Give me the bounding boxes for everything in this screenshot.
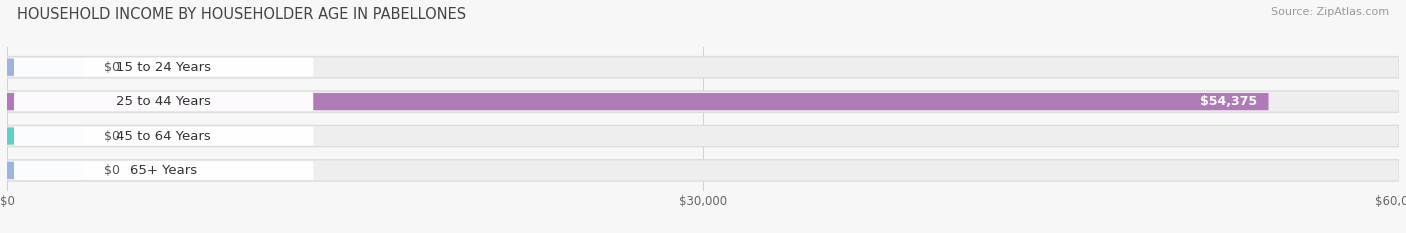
FancyBboxPatch shape	[7, 91, 1399, 112]
FancyBboxPatch shape	[14, 58, 314, 77]
Text: HOUSEHOLD INCOME BY HOUSEHOLDER AGE IN PABELLONES: HOUSEHOLD INCOME BY HOUSEHOLDER AGE IN P…	[17, 7, 465, 22]
Text: $54,375: $54,375	[1201, 95, 1257, 108]
FancyBboxPatch shape	[14, 92, 314, 111]
Text: $0: $0	[104, 130, 121, 143]
Text: $0: $0	[104, 164, 121, 177]
FancyBboxPatch shape	[7, 93, 1268, 110]
FancyBboxPatch shape	[7, 57, 1399, 78]
Text: 45 to 64 Years: 45 to 64 Years	[117, 130, 211, 143]
FancyBboxPatch shape	[7, 59, 83, 76]
FancyBboxPatch shape	[7, 162, 83, 179]
FancyBboxPatch shape	[7, 127, 83, 145]
FancyBboxPatch shape	[7, 160, 1399, 181]
Text: $0: $0	[104, 61, 121, 74]
FancyBboxPatch shape	[14, 161, 314, 180]
Text: Source: ZipAtlas.com: Source: ZipAtlas.com	[1271, 7, 1389, 17]
FancyBboxPatch shape	[7, 125, 1399, 147]
Text: 15 to 24 Years: 15 to 24 Years	[117, 61, 211, 74]
FancyBboxPatch shape	[14, 127, 314, 145]
Text: 25 to 44 Years: 25 to 44 Years	[117, 95, 211, 108]
Text: 65+ Years: 65+ Years	[131, 164, 197, 177]
